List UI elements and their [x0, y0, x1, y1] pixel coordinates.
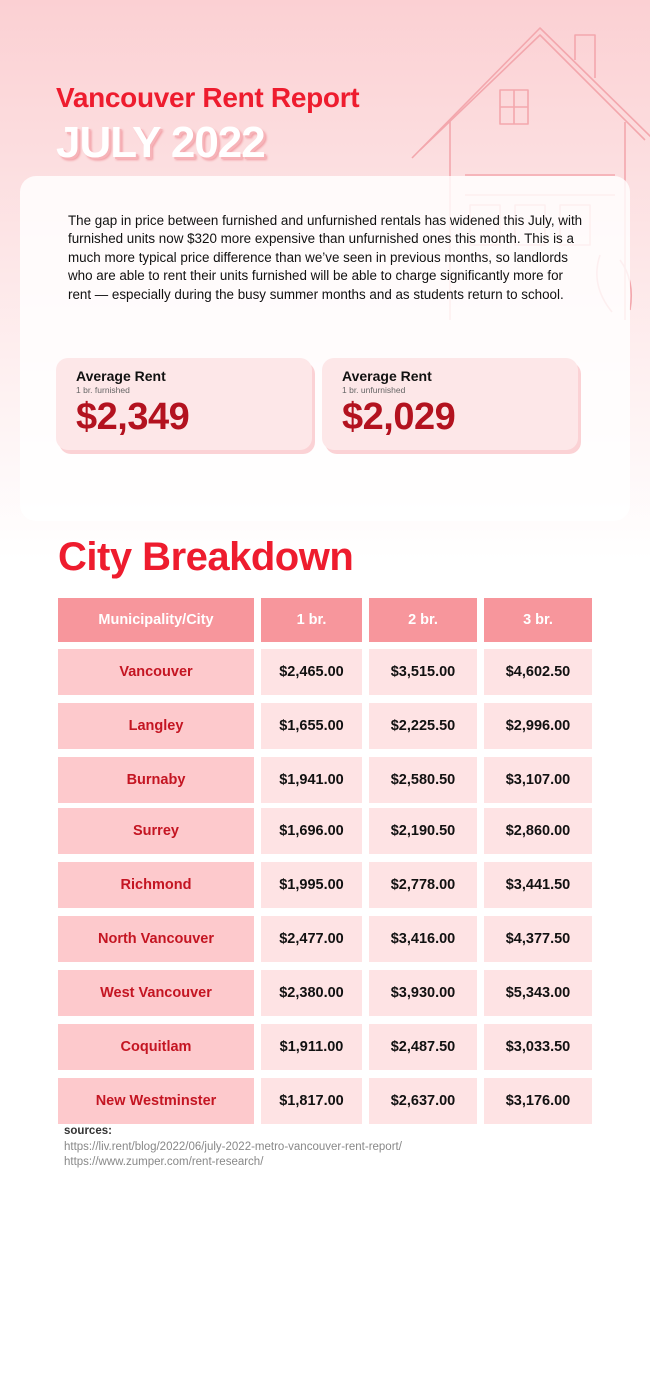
table-row: Coquitlam $1,911.00 $2,487.50 $3,033.50	[58, 1024, 592, 1070]
price-cell: $2,190.50	[369, 808, 477, 854]
price-cell: $3,107.00	[484, 757, 592, 803]
city-cell: Richmond	[58, 862, 254, 908]
table-row: Richmond $1,995.00 $2,778.00 $3,441.50	[58, 862, 592, 908]
stat-sublabel: 1 br. furnished	[76, 385, 130, 395]
stat-card-unfurnished: Average Rent 1 br. unfurnished $2,029	[322, 358, 578, 450]
city-cell: Langley	[58, 703, 254, 749]
price-cell: $2,860.00	[484, 808, 592, 854]
city-cell: North Vancouver	[58, 916, 254, 962]
table-row: Surrey $1,696.00 $2,190.50 $2,860.00	[58, 808, 592, 854]
price-cell: $2,225.50	[369, 703, 477, 749]
header-cell: 3 br.	[484, 598, 592, 642]
stat-value: $2,349	[76, 396, 190, 438]
table-row: New Westminster $1,817.00 $2,637.00 $3,176.…	[58, 1078, 592, 1124]
price-cell: $1,817.00	[261, 1078, 362, 1124]
price-cell: $3,033.50	[484, 1024, 592, 1070]
header-cell: Municipality/City	[58, 598, 254, 642]
table-row: Burnaby $1,941.00 $2,580.50 $3,107.00	[58, 757, 592, 803]
price-cell: $2,580.50	[369, 757, 477, 803]
city-cell: West Vancouver	[58, 970, 254, 1016]
price-cell: $2,477.00	[261, 916, 362, 962]
city-cell: Burnaby	[58, 757, 254, 803]
table-row: Langley $1,655.00 $2,225.50 $2,996.00	[58, 703, 592, 749]
report-subtitle: JULY 2022	[56, 118, 266, 167]
intro-card	[20, 176, 630, 521]
intro-paragraph: The gap in price between furnished and u…	[68, 213, 583, 302]
table-row: Vancouver $2,465.00 $3,515.00 $4,602.50	[58, 649, 592, 695]
stat-label: Average Rent	[76, 368, 166, 384]
sources-label: sources:	[64, 1125, 112, 1137]
report-title: Vancouver Rent Report	[56, 82, 360, 113]
price-cell: $2,778.00	[369, 862, 477, 908]
city-cell: Vancouver	[58, 649, 254, 695]
city-cell: New Westminster	[58, 1078, 254, 1124]
stat-card-furnished: Average Rent 1 br. furnished $2,349	[56, 358, 312, 450]
table-header-row: Municipality/City 1 br. 2 br. 3 br.	[58, 598, 592, 642]
price-cell: $1,696.00	[261, 808, 362, 854]
source-link[interactable]: https://liv.rent/blog/2022/06/july-2022-…	[64, 1140, 402, 1153]
price-cell: $2,637.00	[369, 1078, 477, 1124]
header-cell: 2 br.	[369, 598, 477, 642]
price-cell: $3,176.00	[484, 1078, 592, 1124]
stat-label: Average Rent	[342, 368, 432, 384]
city-cell: Surrey	[58, 808, 254, 854]
stat-sublabel: 1 br. unfurnished	[342, 385, 406, 395]
price-cell: $3,416.00	[369, 916, 477, 962]
price-cell: $1,911.00	[261, 1024, 362, 1070]
city-cell: Coquitlam	[58, 1024, 254, 1070]
price-cell: $4,602.50	[484, 649, 592, 695]
stat-value: $2,029	[342, 396, 456, 438]
header-cell: 1 br.	[261, 598, 362, 642]
price-cell: $1,941.00	[261, 757, 362, 803]
price-cell: $3,515.00	[369, 649, 477, 695]
source-link[interactable]: https://www.zumper.com/rent-research/	[64, 1156, 264, 1168]
price-cell: $3,441.50	[484, 862, 592, 908]
price-cell: $2,996.00	[484, 703, 592, 749]
section-title: City Breakdown	[58, 535, 354, 579]
price-cell: $5,343.00	[484, 970, 592, 1016]
table-row: West Vancouver $2,380.00 $3,930.00 $5,343.0…	[58, 970, 592, 1016]
sources-block: sources: https://liv.rent/blog/2022/06/j…	[64, 1124, 402, 1171]
price-cell: $2,487.50	[369, 1024, 477, 1070]
price-cell: $2,380.00	[261, 970, 362, 1016]
price-cell: $1,655.00	[261, 703, 362, 749]
price-cell: $1,995.00	[261, 862, 362, 908]
price-cell: $2,465.00	[261, 649, 362, 695]
price-cell: $4,377.50	[484, 916, 592, 962]
table-row: North Vancouver $2,477.00 $3,416.00 $4,377.…	[58, 916, 592, 962]
price-cell: $3,930.00	[369, 970, 477, 1016]
